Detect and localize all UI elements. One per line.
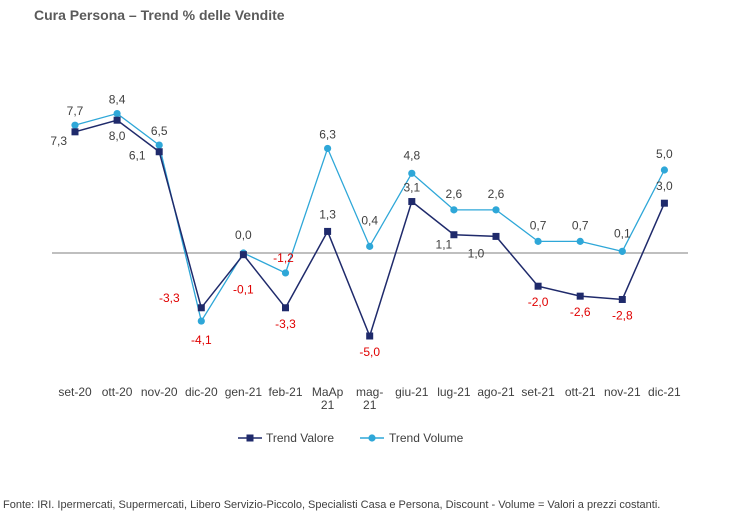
trend-valore-point	[113, 116, 121, 124]
x-tick-label-nov-21: nov-21	[604, 385, 641, 399]
trend-volume-data-label: 8,4	[109, 93, 126, 107]
trend-valore-point	[408, 198, 416, 206]
trend-valore-point	[155, 148, 163, 156]
trend-valore-data-label: 3,0	[656, 179, 673, 193]
trend-volume-data-label: 0,0	[235, 228, 252, 242]
trend-valore-point	[492, 232, 500, 240]
trend-valore-data-label: 1,0	[468, 246, 485, 260]
trend-valore-data-label: -3,3	[275, 317, 296, 331]
x-tick-label-maap-21: 21	[321, 398, 335, 412]
chart-title: Cura Persona – Trend % delle Vendite	[34, 7, 285, 23]
trend-volume-data-label: 0,7	[572, 218, 589, 232]
trend-volume-data-label: 5,0	[656, 147, 673, 161]
x-tick-label-gen-21: gen-21	[225, 385, 263, 399]
x-tick-label-dic-20: dic-20	[185, 385, 218, 399]
trend-valore-point	[534, 282, 542, 290]
trend-volume-data-label: 2,6	[446, 187, 463, 201]
trend-valore-data-label: -3,3	[159, 291, 180, 305]
trend-volume-point	[197, 317, 205, 325]
trend-volume-point	[450, 206, 458, 214]
trend-valore-data-label: 8,0	[109, 129, 126, 143]
legend-marker-trend-valore	[246, 434, 254, 442]
trend-volume-point	[71, 121, 79, 129]
trend-volume-data-label: 4,8	[403, 148, 420, 162]
trend-valore-point	[324, 227, 332, 235]
trend-valore-data-label: -2,6	[570, 305, 591, 319]
trend-volume-point	[660, 166, 669, 174]
x-tick-label-giu-21: giu-21	[395, 385, 429, 399]
trend-valore-point	[282, 304, 289, 312]
x-tick-label-mag-21: mag-	[356, 385, 383, 399]
legend-label-trend-valore: Trend Valore	[266, 431, 334, 445]
trend-valore-point	[576, 292, 584, 300]
trend-volume-data-label: -4,1	[191, 333, 212, 347]
x-tick-label-nov-20: nov-20	[141, 385, 178, 399]
trend-volume-point	[534, 237, 542, 245]
trend-valore-point	[197, 304, 205, 312]
trend-valore-point	[618, 295, 626, 303]
trend-volume-data-label: 0,7	[530, 218, 547, 232]
legend-marker-trend-volume	[368, 434, 376, 442]
x-tick-label-feb-21: feb-21	[268, 385, 302, 399]
trend-valore-data-label: -2,8	[612, 308, 633, 322]
trend-volume-point	[492, 206, 500, 214]
trend-volume-data-label: 2,6	[488, 187, 505, 201]
trend-valore-point	[450, 231, 458, 239]
x-tick-label-ago-21: ago-21	[477, 385, 515, 399]
trend-volume-data-label: 6,3	[319, 127, 336, 141]
source-footnote: Fonte: IRI. Ipermercati, Supermercati, L…	[3, 499, 661, 511]
trend-valore-data-label: 1,3	[319, 207, 336, 221]
trend-valore-data-label: -2,0	[528, 295, 549, 309]
trend-volume-point	[155, 141, 163, 149]
legend-label-trend-volume: Trend Volume	[389, 431, 464, 445]
x-tick-label-lug-21: lug-21	[437, 385, 471, 399]
trend-volume-point	[324, 144, 332, 153]
trend-volume-point	[618, 247, 626, 255]
x-tick-label-ott-20: ott-20	[102, 385, 133, 399]
x-tick-label-dic-21: dic-21	[648, 385, 681, 399]
trend-valore-point	[71, 128, 79, 136]
x-tick-label-ott-21: ott-21	[565, 385, 596, 399]
trend-volume-point	[408, 169, 416, 177]
trend-valore-data-label: -5,0	[359, 345, 380, 359]
trend-volume-point	[366, 242, 374, 250]
trend-valore-data-label: 6,1	[129, 149, 146, 163]
trend-valore-data-label: 7,3	[50, 134, 67, 148]
trend-volume-point	[113, 109, 121, 118]
trend-volume-data-label: -1,2	[273, 251, 294, 265]
trend-volume-point	[281, 269, 290, 277]
trend-volume-data-label: 0,4	[361, 213, 378, 227]
trend-valore-point	[366, 332, 374, 340]
trend-valore-data-label: 1,1	[436, 238, 453, 252]
x-tick-label-set-21: set-21	[521, 385, 555, 399]
trend-volume-data-label: 7,7	[67, 104, 84, 118]
trend-valore-data-label: -0,1	[233, 283, 254, 297]
trend-volume-point	[576, 237, 584, 245]
trend-valore-point	[239, 251, 247, 259]
x-tick-label-mag-21: 21	[363, 398, 377, 412]
trend-valore-point	[660, 199, 668, 207]
x-tick-label-set-20: set-20	[58, 385, 92, 399]
x-tick-label-maap-21: MaAp	[312, 385, 344, 399]
trend-valore-data-label: 3,1	[403, 181, 420, 195]
trend-volume-data-label: 0,1	[614, 226, 631, 240]
trend-volume-data-label: 6,5	[151, 124, 168, 138]
